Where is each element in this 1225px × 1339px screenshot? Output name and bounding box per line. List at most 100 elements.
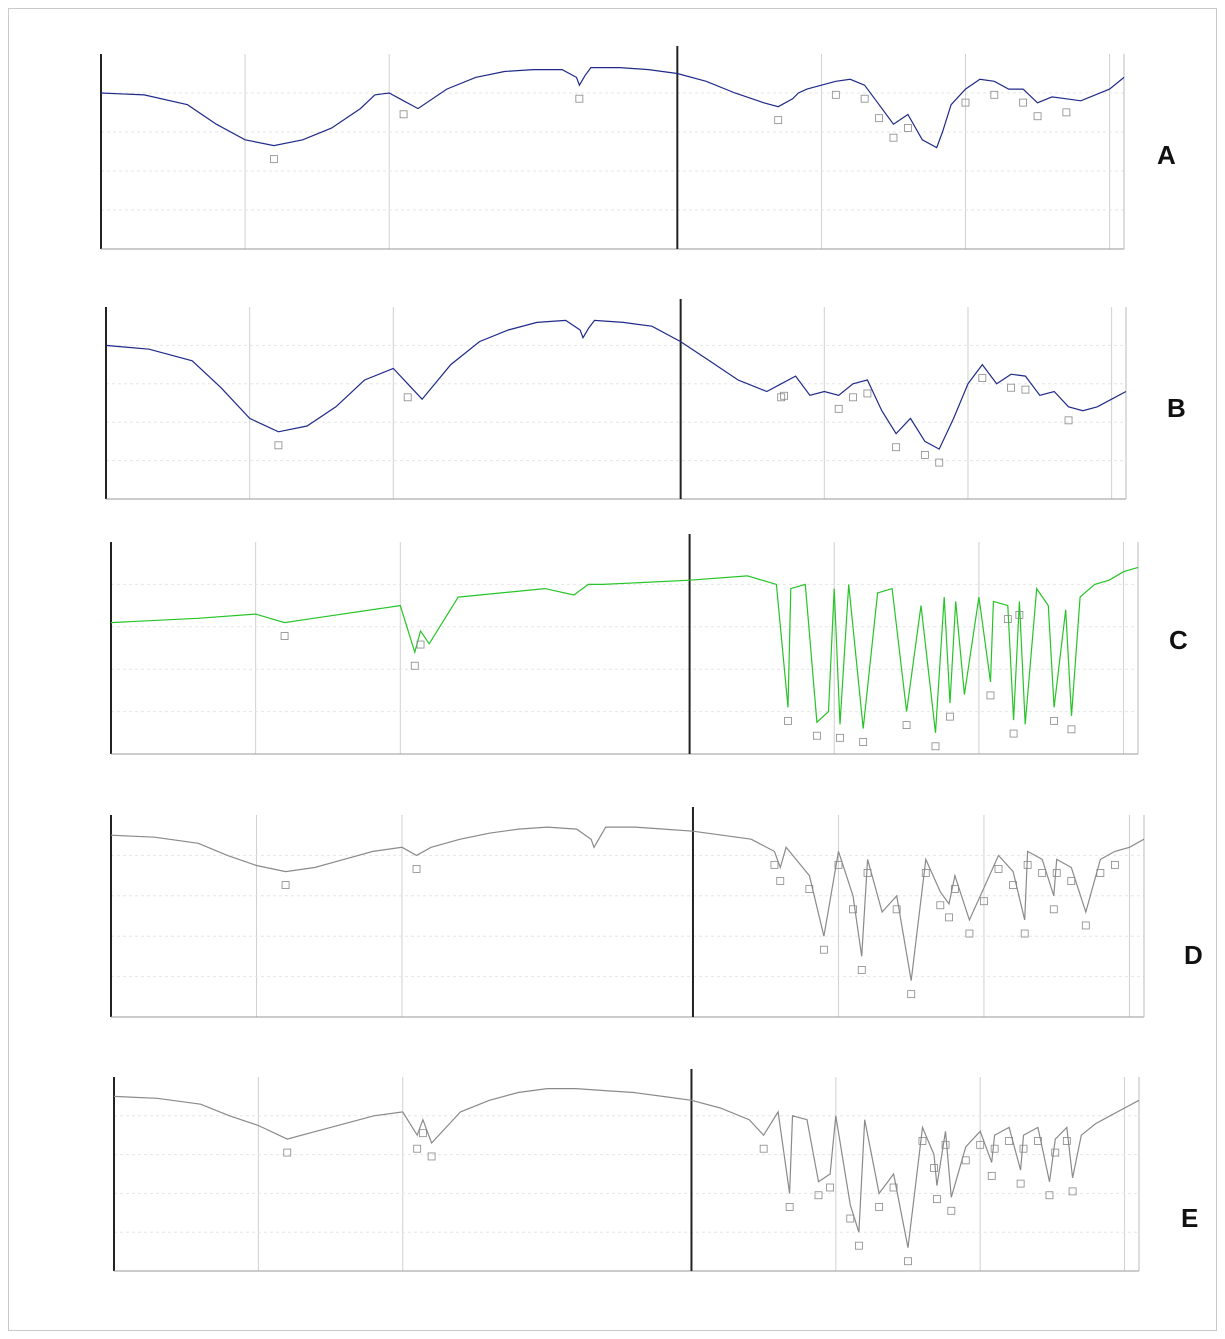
peak-marker xyxy=(936,901,945,910)
peak-marker xyxy=(932,1195,941,1204)
peak-marker xyxy=(780,391,788,400)
peak-marker xyxy=(860,94,869,103)
peak-marker xyxy=(903,124,912,132)
peak-marker xyxy=(1003,615,1012,623)
peak-marker xyxy=(1068,1187,1077,1196)
peak-marker xyxy=(875,1203,884,1211)
peak-marker xyxy=(892,443,901,452)
peak-marker xyxy=(427,1152,436,1161)
peak-marker xyxy=(1051,1148,1060,1157)
peak-marker xyxy=(776,877,785,885)
peak-marker xyxy=(907,990,916,999)
spectrum-line-D xyxy=(110,826,1145,981)
peak-marker xyxy=(946,712,954,721)
peak-marker xyxy=(1019,98,1028,107)
peak-marker xyxy=(399,110,408,119)
peak-marker xyxy=(770,860,779,869)
peak-marker xyxy=(1062,108,1071,117)
panel-B: B xyxy=(105,299,1186,500)
peak-marker xyxy=(902,721,911,729)
peak-marker xyxy=(834,404,843,413)
peak-marker xyxy=(965,929,974,938)
peak-marker xyxy=(834,860,843,869)
peak-marker xyxy=(413,1144,422,1153)
peak-marker xyxy=(836,733,844,742)
peak-marker xyxy=(759,1144,768,1153)
peak-marker xyxy=(812,731,821,740)
peak-marker xyxy=(416,640,425,649)
peak-marker xyxy=(1049,905,1058,914)
peak-marker xyxy=(1015,610,1024,619)
peak-marker xyxy=(419,1129,427,1138)
peak-marker xyxy=(1005,1137,1013,1145)
peak-marker xyxy=(889,133,898,142)
peak-marker xyxy=(1067,725,1076,734)
peak-marker xyxy=(820,945,828,954)
peak-marker xyxy=(784,716,792,725)
ftir-figure: A B C D E xyxy=(100,46,1203,1272)
peak-marker xyxy=(1062,1137,1071,1145)
peak-marker xyxy=(875,114,883,123)
peak-marker xyxy=(805,885,814,893)
peak-marker xyxy=(986,691,995,700)
spectrum-line-A xyxy=(100,67,1125,149)
peak-marker xyxy=(987,1171,996,1180)
panel-letter-C: C xyxy=(1169,625,1188,655)
peak-marker xyxy=(283,1148,292,1157)
peak-marker xyxy=(410,661,419,670)
peak-marker xyxy=(846,1214,855,1223)
peak-marker xyxy=(1009,729,1018,738)
peak-marker xyxy=(889,1183,898,1192)
peak-marker xyxy=(1111,860,1119,869)
peak-marker xyxy=(280,632,289,640)
peak-marker xyxy=(826,1183,834,1192)
peak-marker xyxy=(1007,383,1015,392)
peak-marker xyxy=(1052,869,1061,877)
peak-marker xyxy=(1016,1179,1025,1188)
peak-marker xyxy=(990,1144,999,1153)
peak-marker xyxy=(831,90,840,99)
panel-E: E xyxy=(113,1069,1198,1272)
peak-marker xyxy=(270,155,278,164)
peak-marker xyxy=(575,94,584,103)
peak-marker xyxy=(1019,1144,1028,1153)
peak-marker xyxy=(1045,1191,1054,1200)
peak-marker xyxy=(412,865,421,873)
peak-marker xyxy=(814,1191,823,1200)
peak-marker xyxy=(1009,881,1017,889)
panel-letter-D: D xyxy=(1184,940,1203,970)
peak-marker xyxy=(994,865,1003,873)
peak-marker xyxy=(785,1203,794,1211)
peak-marker xyxy=(1038,869,1047,877)
peak-marker xyxy=(935,458,944,467)
panel-letter-B: B xyxy=(1167,393,1186,423)
peak-marker xyxy=(918,1137,927,1145)
peak-marker xyxy=(281,881,290,889)
peak-marker xyxy=(774,116,783,125)
peak-marker xyxy=(863,389,872,398)
peak-marker xyxy=(1050,716,1059,725)
peak-marker xyxy=(978,374,987,383)
peak-marker xyxy=(1064,416,1073,425)
peak-marker xyxy=(945,913,953,922)
peak-marker xyxy=(857,966,866,974)
peak-marker xyxy=(1020,929,1029,938)
peak-marker xyxy=(1021,385,1030,394)
panel-letter-A: A xyxy=(1157,140,1176,170)
peak-marker xyxy=(892,905,901,914)
peak-marker xyxy=(849,905,857,914)
peak-marker xyxy=(947,1206,956,1215)
spectrum-line-C xyxy=(110,566,1139,733)
panel-A: A xyxy=(100,46,1176,250)
spectrum-line-B xyxy=(105,319,1127,450)
peak-marker xyxy=(1034,1137,1042,1145)
panel-D: D xyxy=(110,807,1203,1018)
peak-marker xyxy=(961,1156,970,1165)
peak-marker xyxy=(941,1140,950,1149)
peak-marker xyxy=(980,897,988,906)
peak-marker xyxy=(274,441,283,450)
peak-marker xyxy=(950,885,959,893)
peak-marker xyxy=(961,98,970,107)
peak-marker xyxy=(904,1257,912,1266)
peak-marker xyxy=(976,1140,985,1149)
